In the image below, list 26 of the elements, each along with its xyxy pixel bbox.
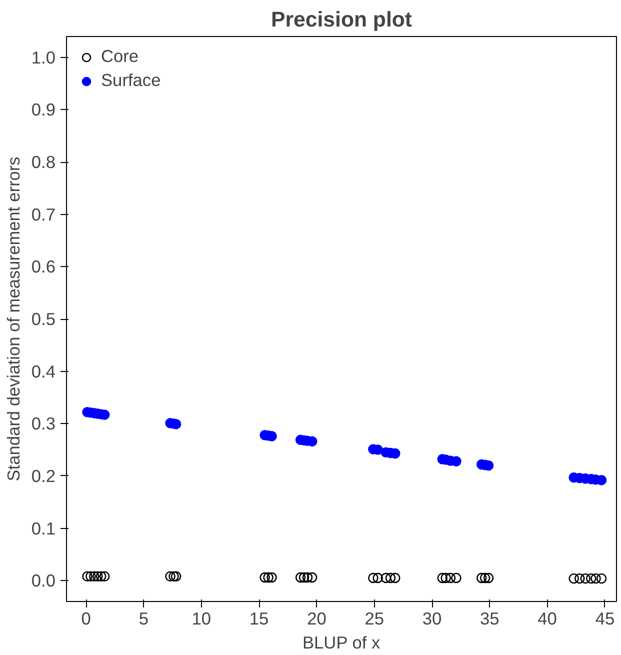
y-tick-label: 1.0 (31, 47, 56, 68)
y-tick-label: 0.1 (31, 518, 56, 538)
y-tick-label: 0.9 (31, 100, 56, 120)
x-tick-label: 25 (364, 608, 384, 628)
y-tick-label: 0.0 (31, 570, 56, 591)
x-tick-label: 40 (538, 608, 557, 628)
x-tick-label: 30 (422, 608, 442, 628)
x-tick-label: 0 (81, 608, 91, 628)
y-tick-label: 0.5 (31, 309, 56, 329)
chart-title: Precision plot (270, 8, 412, 32)
y-tick-label: 0.2 (31, 466, 56, 486)
y-tick-label: 0.4 (31, 361, 56, 382)
x-axis-title: BLUP of x (302, 632, 381, 652)
x-tick-label: 45 (595, 608, 615, 628)
x-tick-label: 15 (249, 608, 269, 628)
y-tick-label: 0.3 (31, 414, 56, 434)
x-tick-label: 35 (480, 608, 500, 628)
x-tick-label: 5 (138, 608, 149, 628)
x-tick-label: 20 (307, 608, 326, 628)
legend-label: Surface (101, 70, 161, 91)
legend-label: Core (101, 46, 139, 67)
y-axis-title: Standard deviation of measurement errors (3, 156, 24, 482)
y-tick-label: 0.7 (31, 204, 56, 224)
x-tick-label: 10 (192, 608, 212, 628)
y-tick-label: 0.6 (31, 256, 56, 277)
y-tick-label: 0.8 (31, 152, 56, 172)
